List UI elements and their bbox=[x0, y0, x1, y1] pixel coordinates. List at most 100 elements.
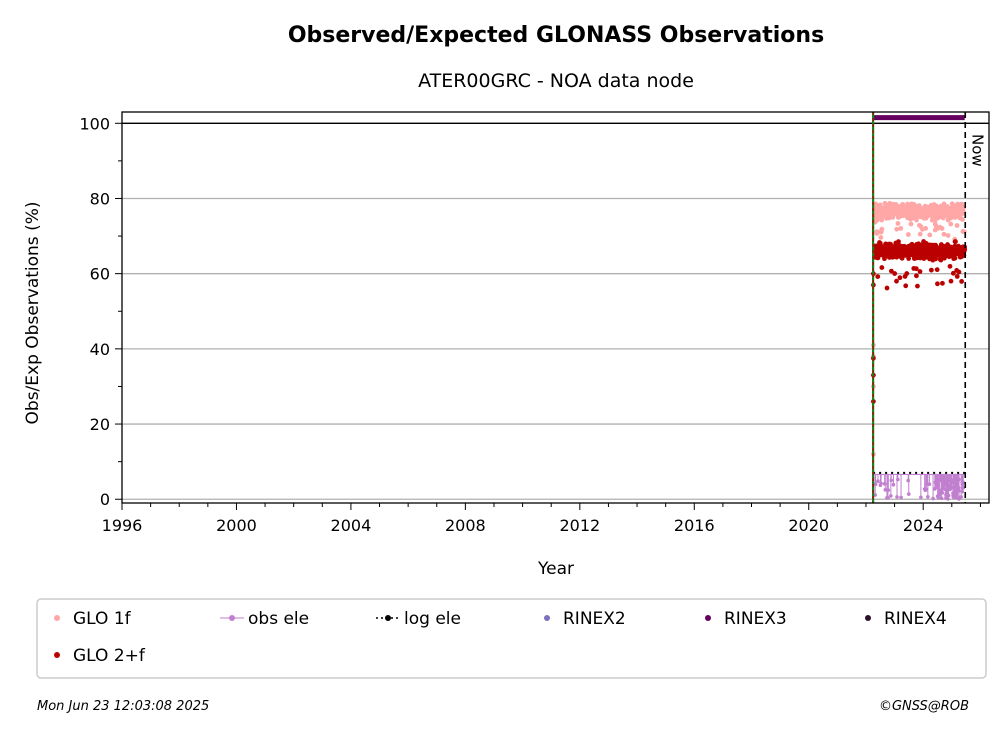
obs-ele-point bbox=[959, 495, 963, 499]
x-tick-label: 2020 bbox=[788, 516, 829, 535]
glo-1f-point bbox=[927, 232, 933, 238]
obs-ele-point bbox=[882, 481, 887, 486]
glo-1f-point bbox=[923, 226, 929, 231]
legend-label: RINEX4 bbox=[884, 609, 947, 629]
obs-ele-point bbox=[927, 482, 932, 486]
obs-ele-point bbox=[933, 487, 937, 491]
obs-ele-point bbox=[885, 496, 889, 500]
obs-ele-point bbox=[883, 488, 888, 492]
glo-2f-point bbox=[889, 268, 894, 274]
glo-2f-point bbox=[897, 275, 903, 281]
glo-1f-point bbox=[890, 214, 896, 220]
glo-1f-point bbox=[887, 200, 893, 206]
y-axis-label: Obs/Exp Observations (%) bbox=[23, 202, 43, 425]
legend-box bbox=[36, 598, 987, 679]
obs-ele-point bbox=[944, 495, 949, 499]
obs-ele-point bbox=[934, 482, 939, 487]
x-tick-label: 1996 bbox=[102, 516, 143, 535]
glo-1f-point bbox=[908, 221, 914, 227]
glo-2f-point bbox=[890, 254, 895, 260]
obs-ele-point bbox=[924, 487, 929, 492]
glo-1f-point bbox=[940, 204, 946, 210]
glo-2f-point bbox=[954, 274, 960, 279]
obs-ele-point bbox=[873, 493, 877, 497]
glo-1f-point bbox=[901, 213, 907, 218]
glo-2f-point bbox=[951, 248, 957, 254]
obs-ele-point bbox=[876, 479, 880, 484]
glo-1f-point bbox=[916, 222, 922, 228]
glo-2f-point bbox=[897, 253, 903, 258]
glo-2f-point bbox=[952, 255, 958, 261]
x-tick-label: 2008 bbox=[445, 516, 486, 535]
glo-2f-point bbox=[928, 267, 934, 273]
glo-2f-point bbox=[911, 266, 917, 271]
obs-ele-point bbox=[948, 487, 952, 492]
y-tick-label: 40 bbox=[90, 340, 110, 359]
obs-ele-point bbox=[931, 496, 935, 501]
plot-area: Now 1996 2000 2004 2008 2012 2016 2020 2024 0 20 40… bbox=[79, 111, 990, 535]
y-tick-label: 80 bbox=[90, 189, 110, 208]
glo-2f-point bbox=[906, 256, 912, 261]
legend-label: obs ele bbox=[248, 609, 309, 629]
glo-1f-point bbox=[957, 205, 962, 211]
glo-1f-point bbox=[879, 212, 884, 217]
glo-2f-point bbox=[893, 240, 899, 246]
glo-2f-point bbox=[927, 250, 933, 256]
obs-ele-point bbox=[873, 482, 878, 486]
glo-1f-point bbox=[951, 211, 957, 217]
glo-1f-point bbox=[876, 229, 881, 235]
obs-ele-point bbox=[939, 496, 944, 501]
glo-2f-point bbox=[903, 283, 909, 289]
glo-1f-point bbox=[897, 204, 903, 210]
glo-1f-point bbox=[909, 212, 915, 217]
x-tick-label: 2016 bbox=[674, 516, 715, 535]
glo-2f-point bbox=[879, 265, 885, 270]
glo-1f-point bbox=[945, 205, 951, 211]
legend: GLO 1f obs ele log ele RINEX2 RINEX3 RINEX4 GL… bbox=[36, 598, 987, 679]
plot-frame bbox=[121, 111, 990, 504]
obs-ele-point bbox=[949, 478, 954, 483]
glo-2f-point bbox=[892, 248, 898, 253]
glo-2f-point bbox=[942, 255, 947, 261]
y-tick-label: 60 bbox=[90, 265, 110, 284]
glo-2f-point bbox=[877, 240, 882, 245]
x-tick-label: 2004 bbox=[331, 516, 372, 535]
glo-1f-point bbox=[932, 221, 938, 227]
glo-2f-point bbox=[953, 239, 958, 245]
obs-ele-point bbox=[961, 486, 966, 490]
glo-2f-point bbox=[911, 256, 917, 261]
legend-marker bbox=[229, 615, 235, 621]
glo-2f-point bbox=[883, 241, 889, 247]
glo-2f-point bbox=[940, 280, 945, 286]
legend-label: RINEX3 bbox=[724, 609, 787, 629]
glo-1f-point bbox=[940, 208, 946, 214]
glo-2f-point bbox=[948, 278, 954, 284]
footer-credit: ©GNSS@ROB bbox=[879, 699, 969, 714]
obs-ele-point bbox=[919, 495, 923, 500]
glo-1f-point bbox=[884, 215, 889, 221]
glo-2f-point bbox=[947, 263, 953, 269]
glo-1f-point bbox=[960, 217, 965, 222]
obs-ele-point bbox=[889, 478, 894, 483]
glo-2f-point bbox=[935, 281, 940, 287]
glo-2f-point bbox=[935, 249, 940, 255]
glo-1f-point bbox=[928, 202, 934, 208]
glo-2f-point bbox=[939, 247, 945, 253]
glo-2f-point bbox=[924, 248, 930, 254]
glo-1f-point bbox=[917, 207, 923, 213]
glo-1f-point bbox=[894, 226, 900, 232]
glo-1f-point bbox=[935, 215, 941, 221]
obs-ele-point bbox=[906, 492, 911, 496]
glo-2f-point bbox=[875, 274, 881, 280]
glo-2f-point bbox=[873, 252, 879, 258]
glo-2f-point bbox=[957, 254, 963, 260]
glo-1f-point bbox=[945, 233, 951, 238]
legend-marker bbox=[865, 615, 871, 621]
glo-1f-point bbox=[905, 201, 910, 207]
glo-1f-point bbox=[930, 209, 935, 215]
glo-1f-point bbox=[939, 226, 945, 231]
obs-ele-point bbox=[879, 481, 883, 486]
glo-2f-point bbox=[933, 256, 938, 262]
glo-2f-point bbox=[910, 245, 915, 251]
obs-ele-point bbox=[956, 486, 961, 490]
